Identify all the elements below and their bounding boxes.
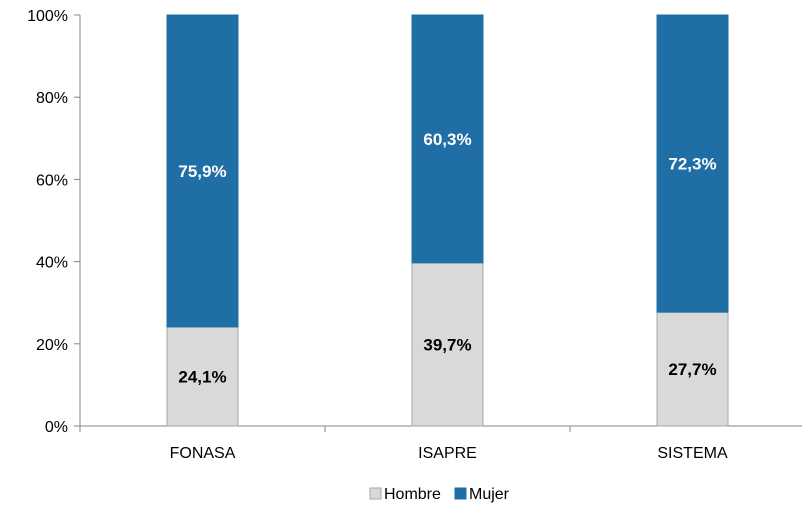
bar-hombre-isapre: [411, 262, 484, 427]
x-category-label: SISTEMA: [657, 445, 728, 462]
data-label: 24,1%: [178, 367, 226, 386]
data-label: 72,3%: [668, 155, 716, 174]
legend-label-mujer: Mujer: [469, 486, 510, 503]
bar-mujer-fonasa: [166, 14, 239, 328]
y-tick-label: 100%: [27, 8, 68, 25]
bar-hombre-fonasa: [166, 326, 239, 427]
legend-label-hombre: Hombre: [384, 486, 441, 503]
bar-mujer-sistema: [656, 14, 729, 313]
y-tick-label: 60%: [36, 172, 68, 189]
bar-mujer-isapre: [411, 14, 484, 264]
data-label: 75,9%: [178, 162, 226, 181]
y-tick-label: 20%: [36, 337, 68, 354]
bar-hombre-sistema: [656, 311, 729, 427]
chart-bars: [166, 14, 729, 427]
legend-swatch-mujer: [454, 487, 467, 500]
data-label: 60,3%: [423, 130, 471, 149]
y-tick-label: 0%: [45, 419, 68, 436]
chart-legend: Hombre Mujer: [369, 486, 510, 503]
x-category-label: FONASA: [170, 445, 236, 462]
data-label: 39,7%: [423, 335, 471, 354]
y-tick-label: 40%: [36, 255, 68, 272]
data-label: 27,7%: [668, 360, 716, 379]
legend-swatch-hombre: [369, 487, 382, 500]
chart-labels: 24,1% 75,9% 39,7% 60,3% 27,7% 72,3%: [178, 130, 716, 387]
y-tick-label: 80%: [36, 90, 68, 107]
x-category-label: ISAPRE: [418, 445, 477, 462]
chart-axes: 0% 20% 40% 60% 80% 100% FONASA ISAPRE SISTEMA: [27, 8, 802, 462]
